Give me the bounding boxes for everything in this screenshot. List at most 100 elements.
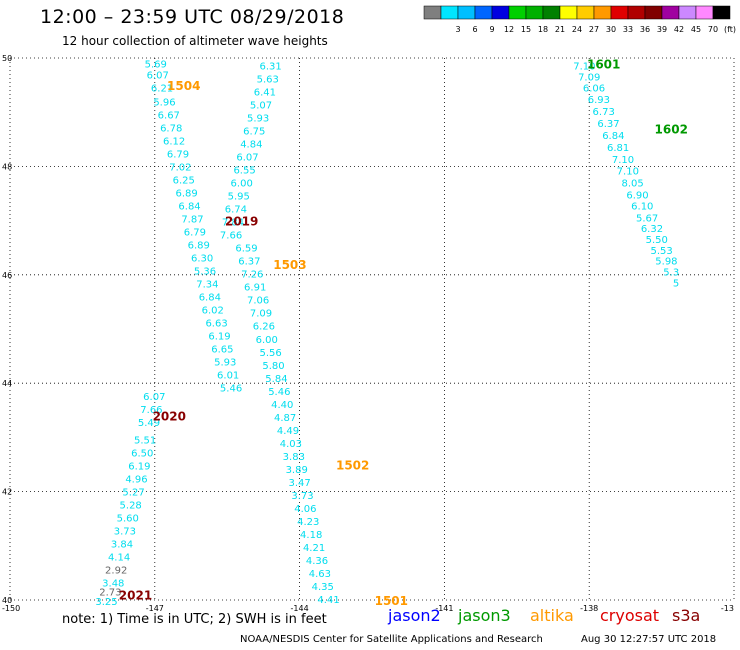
swh-value: 6.78	[160, 123, 182, 134]
swh-value: 5.36	[194, 266, 216, 277]
x-tick-label: -150	[2, 604, 20, 613]
swh-value: 4.49	[277, 426, 299, 437]
y-tick-label: 40	[2, 596, 12, 605]
swh-value: 4.41	[317, 595, 339, 606]
swh-value: 6.12	[163, 136, 185, 147]
legend-tick-label: 3	[455, 25, 460, 34]
swh-value: 5.50	[646, 235, 668, 246]
swh-value: 6.63	[205, 318, 227, 329]
swh-value: 5.28	[120, 501, 142, 512]
footer-timestamp: Aug 30 12:27:57 UTC 2018	[581, 634, 717, 645]
track-label: 1504	[167, 79, 200, 93]
swh-value: 5.95	[228, 192, 250, 203]
swh-value: 6.00	[256, 335, 278, 346]
satellite-jason3: jason3	[458, 606, 511, 625]
swh-value: 6.31	[260, 62, 282, 73]
swh-value: 6.91	[244, 283, 266, 294]
swh-value: 3.47	[288, 478, 310, 489]
track-1503: 6.31 5.63 6.41 5.07 5.93 6.75 4.84 6.07 6.55 6.00…	[220, 62, 340, 606]
swh-value: 6.84	[199, 292, 221, 303]
swh-value: 3.89	[286, 465, 308, 476]
legend-tick-label: 24	[572, 25, 582, 34]
swh-value: 6.30	[191, 253, 213, 264]
legend-tick-label: 27	[589, 25, 599, 34]
swh-value: 5.93	[214, 358, 236, 369]
swh-value: 6.79	[184, 227, 206, 238]
swh-value: 3.84	[111, 540, 133, 551]
footer-note: note: 1) Time is in UTC; 2) SWH is in fe…	[62, 612, 327, 627]
chart-subtitle: 12 hour collection of altimeter wave hei…	[62, 34, 328, 48]
swh-value: 5.46	[268, 387, 290, 398]
legend-swatch	[712, 5, 731, 20]
swh-value: 4.40	[271, 400, 293, 411]
track-label: 2020	[153, 410, 186, 424]
legend-tick-label: 36	[640, 25, 650, 34]
x-tick-label: -144	[291, 604, 309, 613]
swh-value: 4.87	[274, 413, 296, 424]
x-tick-label: -138	[580, 604, 598, 613]
swh-value: 5.49	[138, 418, 160, 429]
swh-value: 6.65	[211, 345, 233, 356]
swh-value: 6.37	[238, 257, 260, 268]
x-tick-label: -147	[146, 604, 164, 613]
y-tick-label: 44	[2, 379, 12, 388]
swh-value: 7.06	[247, 296, 269, 307]
track-label: 1503	[273, 258, 306, 272]
swh-value: 5.27	[122, 488, 144, 499]
swh-value: 2.73	[99, 587, 121, 598]
swh-value: 6.25	[173, 175, 195, 186]
track-label: 1601	[587, 57, 620, 71]
swh-value: 5.84	[265, 374, 287, 385]
swh-value: 6.07	[236, 153, 258, 164]
legend-tick-label: 33	[623, 25, 633, 34]
swh-value: 5.3	[663, 268, 679, 279]
swh-value: 6.93	[588, 95, 610, 106]
swh-value: 6.21	[151, 83, 173, 94]
legend-tick-label: 18	[538, 25, 548, 34]
track-2019: 5.696.07 6.21 5.96 6.67 6.78 6.12 6.79 7.02 6.25…	[145, 59, 243, 394]
swh-value: 7.09	[578, 72, 600, 83]
swh-value: 4.03	[280, 439, 302, 450]
swh-value: 4.63	[309, 569, 331, 580]
swh-value: 4.35	[312, 582, 334, 593]
swh-value: 6.07	[147, 70, 169, 81]
swh-value: 6.37	[597, 119, 619, 130]
swh-value: 5.96	[153, 97, 175, 108]
track-label: 2021	[119, 589, 152, 603]
legend-tick-label: 39	[657, 25, 667, 34]
legend-tick-label: 9	[489, 25, 494, 34]
swh-value: 5.67	[636, 213, 658, 224]
swh-value: 6.02	[202, 305, 224, 316]
swh-value: 7.66	[140, 405, 162, 416]
legend-tick-label: 21	[555, 25, 565, 34]
swh-value: 4.96	[125, 475, 147, 486]
swh-value: 7.26	[241, 270, 263, 281]
swh-value: 5	[673, 278, 679, 289]
swh-value: 6.59	[235, 244, 257, 255]
swh-value: 6.55	[233, 166, 255, 177]
y-tick-label: 46	[2, 271, 12, 280]
swh-value: 7.34	[196, 279, 218, 290]
satellite-jason2: jason2	[388, 606, 441, 625]
swh-value: 6.73	[593, 107, 615, 118]
swh-value: 6.79	[167, 149, 189, 160]
swh-value: 4.23	[297, 517, 319, 528]
swh-value: 6.50	[131, 449, 153, 460]
swh-value: 4.36	[306, 556, 328, 567]
swh-value: 5.53	[650, 246, 672, 257]
x-tick-label: -13	[721, 604, 734, 613]
x-axis-labels: -150 -147 -144 -141 -138 -13	[2, 604, 734, 613]
footer-credit: NOAA/NESDIS Center for Satellite Applica…	[240, 634, 543, 645]
swh-value: 7.66	[220, 231, 242, 242]
swh-value: 6.84	[178, 201, 200, 212]
swh-value: 5.80	[262, 361, 284, 372]
swh-value: 7.02	[169, 162, 191, 173]
legend-tick-label: 45	[691, 25, 701, 34]
legend-unit: (ft)	[724, 25, 736, 34]
swh-value: 7.10	[617, 167, 639, 178]
swh-value: 6.89	[176, 188, 198, 199]
swh-value: 3.48	[102, 579, 124, 590]
swh-value: 3.25	[95, 597, 117, 608]
swh-value: 6.90	[626, 191, 648, 202]
